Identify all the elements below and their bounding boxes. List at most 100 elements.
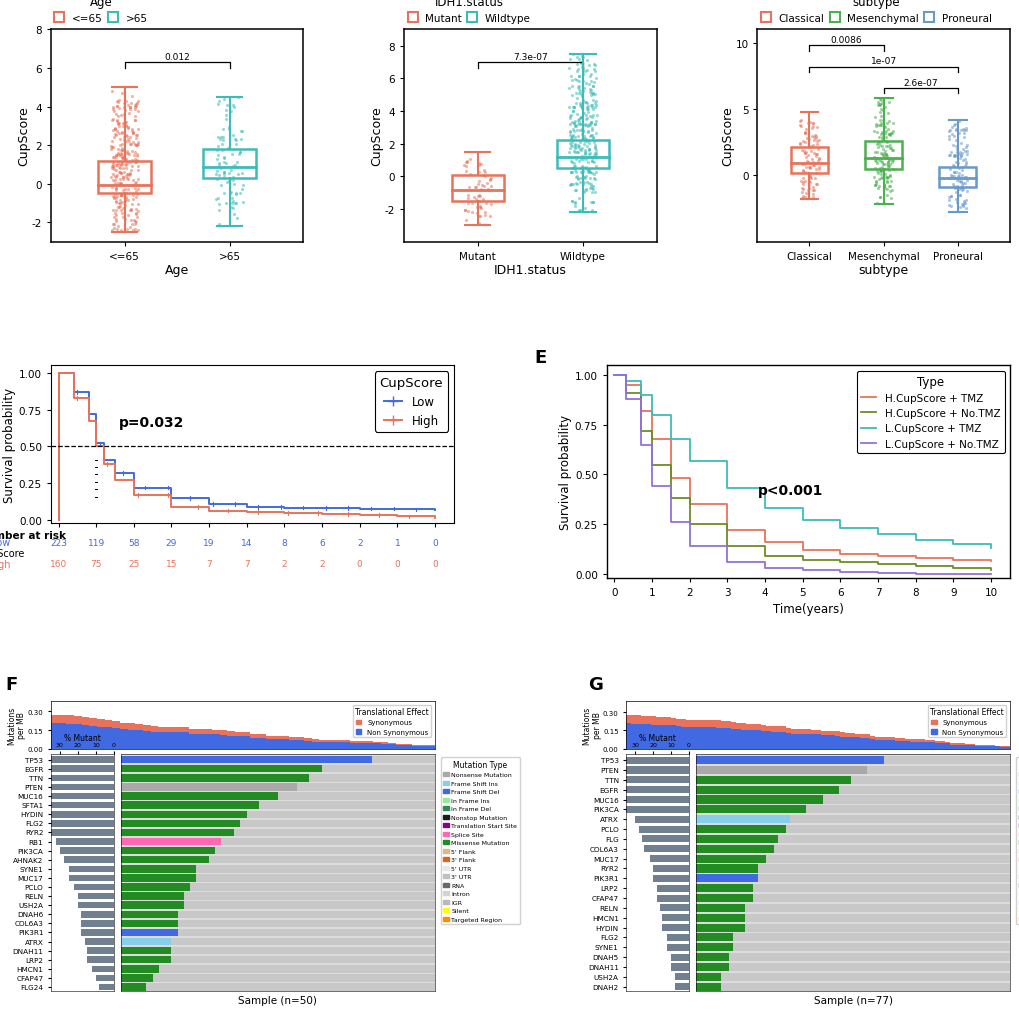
Point bbox=[583, 86, 599, 102]
Bar bbox=[340, 947, 346, 954]
Bar bbox=[741, 875, 745, 883]
Point bbox=[473, 157, 489, 173]
Bar bbox=[372, 756, 378, 763]
Bar bbox=[428, 847, 434, 854]
Bar bbox=[935, 933, 940, 941]
Bar bbox=[422, 956, 428, 963]
Bar bbox=[753, 766, 757, 774]
Point bbox=[458, 159, 474, 175]
Point bbox=[871, 113, 888, 129]
Bar bbox=[972, 766, 976, 774]
Bar bbox=[321, 975, 328, 982]
Bar bbox=[265, 884, 271, 891]
Bar bbox=[384, 856, 390, 863]
Bar bbox=[753, 786, 757, 794]
Bar bbox=[696, 953, 700, 961]
Bar bbox=[956, 756, 960, 764]
Bar bbox=[146, 875, 153, 882]
Bar bbox=[891, 756, 895, 764]
Point bbox=[588, 72, 604, 88]
Point bbox=[800, 178, 816, 194]
Bar bbox=[133, 984, 140, 991]
Point bbox=[216, 151, 232, 167]
Bar bbox=[428, 975, 434, 982]
Point bbox=[957, 193, 973, 209]
Bar bbox=[712, 875, 716, 883]
Bar bbox=[874, 914, 878, 922]
Bar bbox=[215, 893, 221, 900]
Point bbox=[123, 213, 140, 229]
Bar bbox=[882, 943, 887, 951]
Bar bbox=[233, 920, 240, 927]
Bar bbox=[997, 983, 1001, 991]
Bar bbox=[1001, 924, 1005, 932]
Point bbox=[476, 205, 492, 221]
Point bbox=[867, 154, 883, 170]
Bar bbox=[729, 776, 733, 785]
L.CupScore + TMZ bbox=[720, 483, 733, 495]
High bbox=[127, 489, 140, 501]
Bar bbox=[915, 756, 919, 764]
Bar bbox=[829, 973, 834, 981]
Bar bbox=[197, 893, 203, 900]
Bar bbox=[931, 796, 935, 804]
Point bbox=[127, 130, 144, 147]
Bar bbox=[944, 806, 948, 814]
Point bbox=[467, 191, 483, 207]
Bar bbox=[212, 735, 219, 749]
Bar bbox=[303, 856, 309, 863]
Bar bbox=[655, 725, 660, 749]
Bar bbox=[814, 854, 817, 862]
Bar bbox=[659, 905, 688, 912]
Bar bbox=[240, 984, 247, 991]
Point bbox=[875, 126, 892, 143]
Bar bbox=[403, 756, 409, 763]
Bar bbox=[846, 816, 850, 823]
Bar bbox=[346, 911, 353, 918]
Point bbox=[114, 125, 130, 142]
Bar bbox=[919, 796, 923, 804]
Bar bbox=[197, 784, 203, 791]
Bar bbox=[915, 875, 919, 883]
Bar bbox=[899, 904, 903, 912]
Bar bbox=[704, 894, 708, 902]
Point bbox=[129, 172, 146, 188]
Point bbox=[803, 128, 819, 145]
Bar bbox=[384, 884, 390, 891]
Bar bbox=[931, 885, 935, 893]
Bar bbox=[770, 726, 774, 732]
Bar bbox=[265, 911, 271, 918]
Bar bbox=[860, 735, 864, 738]
Point bbox=[119, 132, 136, 149]
Bar bbox=[907, 756, 911, 764]
Bar bbox=[806, 943, 810, 951]
Point bbox=[228, 185, 245, 201]
Bar bbox=[802, 845, 806, 853]
Bar bbox=[284, 920, 290, 927]
Bar bbox=[704, 983, 708, 991]
Bar bbox=[77, 902, 113, 909]
X-axis label: % Mutant: % Mutant bbox=[639, 734, 676, 742]
Bar bbox=[297, 829, 303, 836]
Bar bbox=[740, 730, 745, 749]
Bar bbox=[753, 835, 757, 843]
Bar bbox=[829, 756, 834, 764]
Bar bbox=[422, 884, 428, 891]
Bar bbox=[931, 943, 935, 951]
Point bbox=[115, 143, 131, 159]
Bar bbox=[353, 929, 359, 936]
Bar bbox=[328, 902, 334, 909]
Bar bbox=[798, 914, 802, 922]
Bar bbox=[340, 856, 346, 863]
High bbox=[240, 507, 253, 519]
Bar bbox=[265, 984, 271, 991]
Bar bbox=[870, 816, 874, 823]
Bar bbox=[396, 793, 403, 800]
Bar bbox=[686, 720, 690, 727]
Bar bbox=[972, 756, 976, 764]
Bar bbox=[846, 973, 850, 981]
Point bbox=[127, 190, 144, 206]
Bar bbox=[334, 765, 340, 772]
Point bbox=[806, 158, 822, 174]
Bar bbox=[416, 811, 422, 818]
